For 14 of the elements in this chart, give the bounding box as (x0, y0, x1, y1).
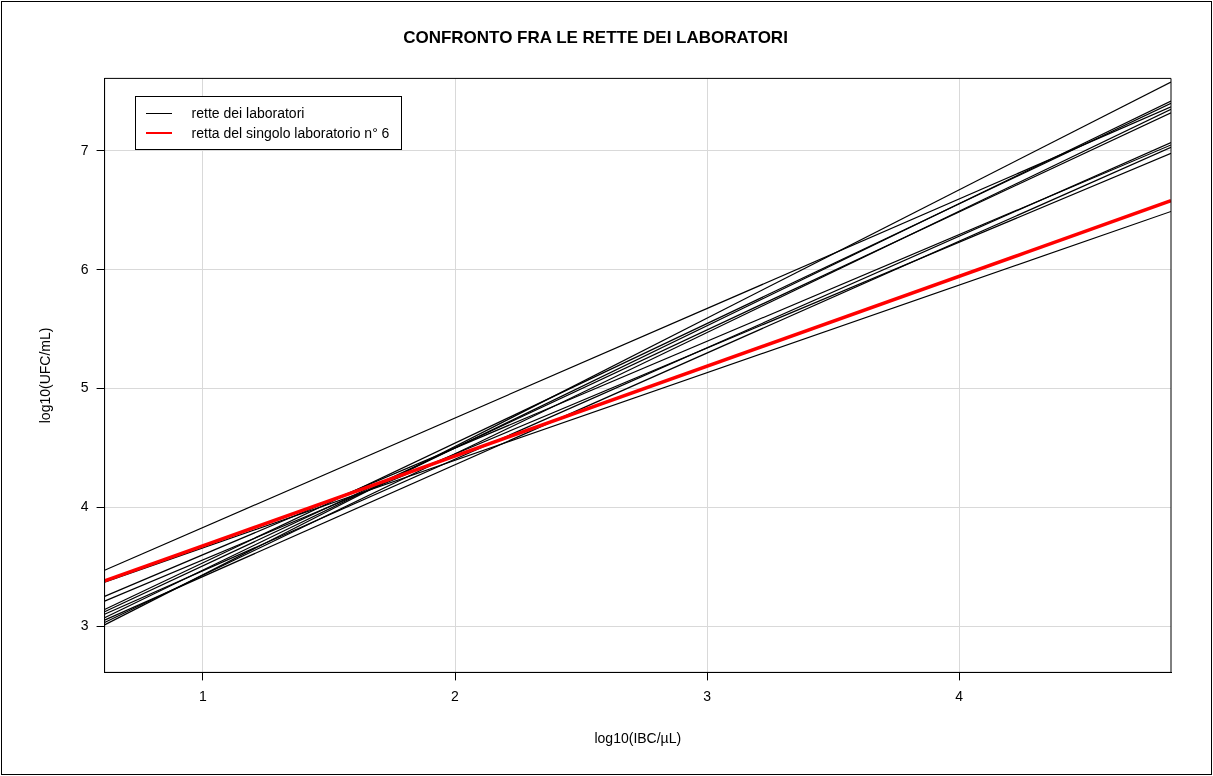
y-tick-label: 4 (80, 498, 89, 515)
x-axis-title: log10(IBC/µL) (594, 730, 682, 747)
legend-label: rette dei laboratori (191, 104, 305, 124)
chart-title: CONFRONTO FRA LE RETTE DEI LABORATORI (403, 27, 788, 47)
x-tick-label: 2 (451, 687, 460, 704)
x-tick-label: 1 (199, 687, 208, 704)
y-tick-label: 6 (80, 260, 89, 277)
y-axis-title: log10(UFC/mL) (37, 327, 54, 424)
y-tick-label: 7 (80, 141, 89, 158)
legend-label: retta del singolo laboratorio n° 6 (191, 124, 390, 144)
x-tick-label: 3 (703, 687, 712, 704)
x-tick-label: 4 (955, 687, 964, 704)
y-tick-label: 5 (80, 379, 89, 396)
y-tick-label: 3 (80, 616, 89, 633)
